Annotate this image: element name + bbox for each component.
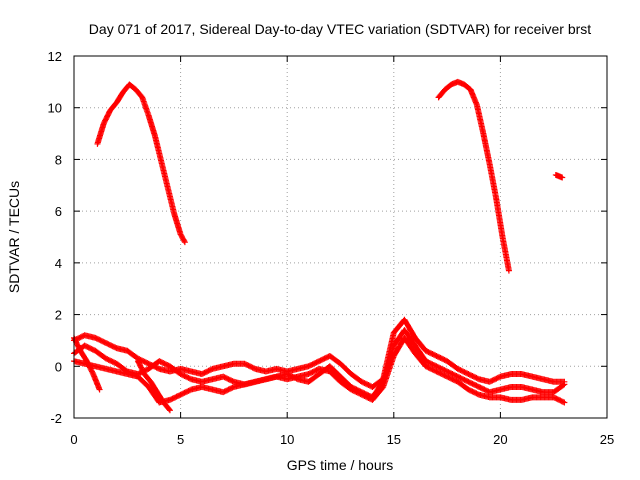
plot-frame [73,55,608,419]
x-tick-label: 15 [387,432,401,447]
y-axis-label: SDTVAR / TECUs [6,181,22,293]
axis-tick-labels: 0 5 10 15 20 25 -2 0 2 4 6 8 10 12 [48,49,615,447]
data-point-markers [94,81,188,246]
x-tick-label: 10 [280,432,294,447]
data-point-markers [435,78,512,274]
data-point-markers [134,358,173,414]
x-tick-label: 5 [177,432,184,447]
y-tick-label: 12 [48,49,62,64]
data-points [71,78,568,414]
y-tick-label: 2 [55,308,62,323]
y-tick-label: 0 [55,359,62,374]
data-point-markers [552,171,566,181]
y-tick-label: 4 [55,256,62,271]
x-tick-label: 20 [493,432,507,447]
chart-title: Day 071 of 2017, Sidereal Day-to-day VTE… [89,21,591,37]
x-axis-label: GPS time / hours [287,457,394,473]
series-arc-2 [435,78,512,274]
y-tick-label: 6 [55,204,62,219]
x-tick-label: 0 [70,432,77,447]
y-tick-label: 8 [55,152,62,167]
series-arc-3 [552,171,566,181]
axis-ticks [73,55,608,419]
x-tick-label: 25 [600,432,614,447]
series-arc-1 [94,81,188,246]
series-band-e [134,358,173,414]
y-tick-label: -2 [50,411,62,426]
y-tick-label: 10 [48,101,62,116]
